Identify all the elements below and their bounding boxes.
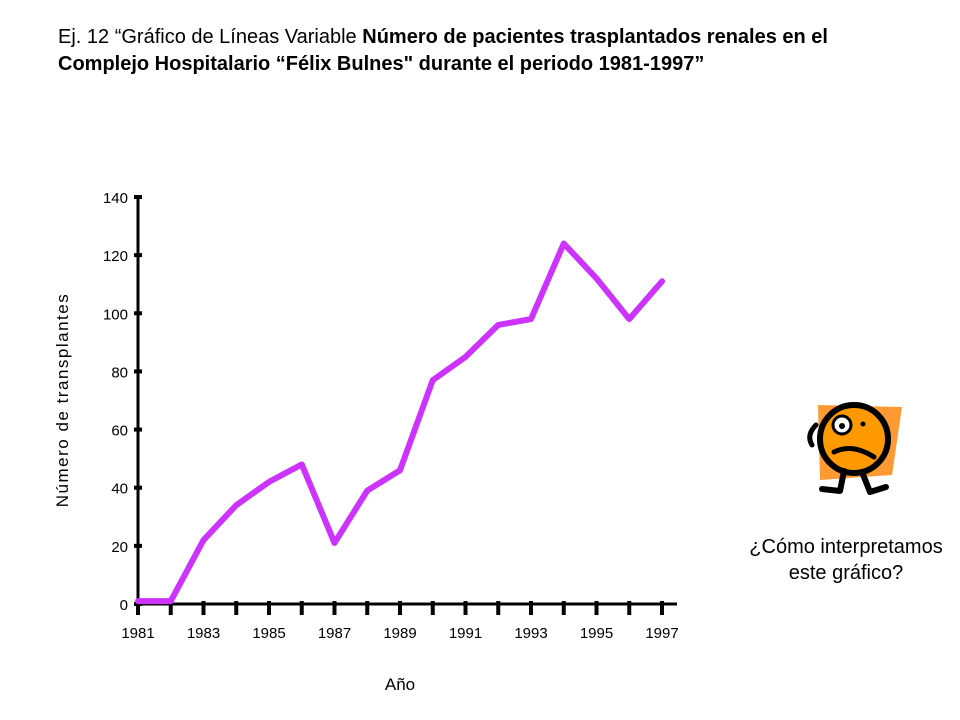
mascot-mouth	[831, 445, 877, 460]
x-tick-label: 1981	[121, 625, 154, 642]
data-point	[659, 278, 665, 284]
mascot-left-leg	[819, 468, 847, 494]
data-point	[430, 377, 436, 383]
x-tick-label: 1991	[449, 625, 482, 642]
y-tick-label: 140	[103, 190, 128, 207]
series-line	[135, 240, 665, 605]
y-axis-label: Número de transplantes	[53, 293, 72, 507]
data-point	[201, 537, 206, 543]
x-tick-label: 1985	[252, 625, 285, 642]
data-point	[528, 316, 534, 322]
data-point	[626, 316, 632, 322]
y-tick-label: 100	[103, 306, 128, 323]
y-tick-label: 40	[111, 481, 128, 498]
title-prefix: Ej. 12 “Gráfico de Líneas Variable	[58, 26, 363, 48]
mascot-face	[817, 402, 891, 476]
x-tick-label: 1989	[383, 625, 416, 642]
x-tick-label: 1987	[318, 625, 351, 642]
page-title: Ej. 12 “Gráfico de Líneas Variable Númer…	[58, 24, 858, 78]
data-point	[332, 540, 337, 546]
data-point	[299, 461, 305, 467]
data-point	[561, 241, 567, 247]
title-bold: Número de pacientes trasplantados renale…	[58, 26, 828, 75]
data-point	[495, 322, 501, 328]
data-point	[594, 275, 599, 281]
line-chart: 0 20 40 60 80 100 120 140 1981 1983 1985 1987 1989 19…	[53, 190, 679, 694]
chart-axes	[136, 197, 677, 606]
data-point	[168, 598, 174, 604]
chart-ticks: 0 20 40 60 80 100 120 140 1981 1983 1985 1987 1989 19…	[103, 190, 679, 642]
data-point	[266, 479, 272, 485]
y-tick-label: 120	[103, 248, 128, 265]
x-tick-label: 1995	[580, 625, 613, 642]
question-text: ¿Cómo interpretamos este gráfico?	[749, 536, 943, 584]
chart-series	[135, 240, 665, 605]
x-tick-label: 1997	[645, 625, 678, 642]
data-point	[463, 354, 468, 360]
confused-face-icon	[807, 402, 902, 495]
x-axis-label: Año	[385, 675, 415, 694]
data-point	[135, 598, 141, 604]
mascot-pupil	[839, 423, 845, 429]
data-point	[397, 467, 403, 473]
y-tick-label: 60	[111, 423, 128, 440]
mascot-arm	[807, 422, 819, 448]
data-point	[233, 502, 239, 508]
x-tick-label: 1993	[514, 625, 547, 642]
data-point	[364, 488, 370, 494]
y-tick-label: 0	[120, 597, 128, 614]
mascot-eye-dot	[860, 421, 866, 427]
x-tick-label: 1983	[187, 625, 220, 642]
y-tick-label: 20	[111, 539, 128, 556]
y-tick-label: 80	[111, 364, 128, 381]
mascot-right-leg	[859, 469, 889, 495]
